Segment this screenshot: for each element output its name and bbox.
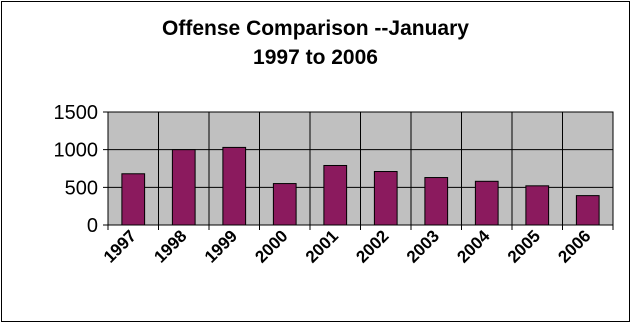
x-tick-label: 1999 [201,226,241,266]
bar [525,185,550,226]
x-tick-label: 2000 [251,226,291,266]
bar [323,164,348,226]
chart-title-line-1: Offense Comparison --January [162,17,469,40]
chart-title-line-2: 1997 to 2006 [253,46,378,69]
bar [575,195,600,226]
bar [121,173,146,226]
bar [373,171,398,226]
chart-title: Offense Comparison --January 1997 to 200… [0,14,631,72]
bar [474,180,499,226]
bar [171,149,196,226]
y-tick-label: 1000 [54,140,99,162]
x-tick-label: 1997 [100,226,140,266]
x-tick-label: 2005 [504,226,544,266]
bar [424,177,449,226]
bar [272,183,297,226]
y-tick-label: 1500 [54,102,99,124]
x-tick-label: 1998 [150,226,190,266]
y-tick-label: 0 [87,215,98,237]
x-tick-label: 2001 [302,226,342,266]
x-tick-label: 2006 [554,226,594,266]
x-tick-label: 2004 [453,226,494,267]
x-tick-label: 2002 [352,226,392,266]
bar [222,146,247,226]
x-tick-label: 2003 [403,226,443,266]
y-tick-label: 500 [65,177,98,199]
